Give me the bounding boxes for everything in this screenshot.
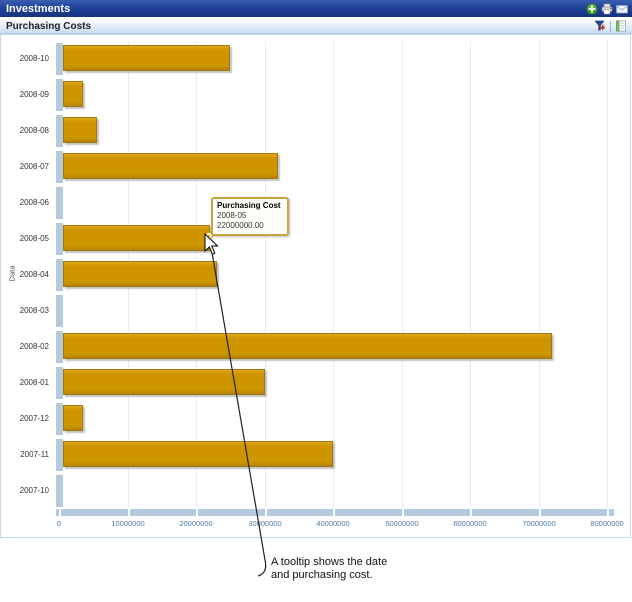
y-axis-label: 2007-11 xyxy=(20,450,49,459)
y-axis-label: 2007-10 xyxy=(19,486,49,495)
chart-row: 2008-10 xyxy=(1,41,630,77)
x-axis-labels: 0 10000000 20000000 30000000 40000000 5000000… xyxy=(1,519,630,531)
x-axis-label: 60000000 xyxy=(453,519,487,528)
print-icon[interactable] xyxy=(601,3,613,15)
tooltip-series-name: Purchasing Cost xyxy=(217,201,281,210)
y-axis-label: 2008-08 xyxy=(19,126,49,135)
bar-2007-11[interactable] xyxy=(63,441,333,467)
title-bar: Investments xyxy=(0,0,632,18)
window-title: Investments xyxy=(6,3,71,15)
y-axis-tick-segment xyxy=(56,151,63,183)
y-axis-label: 2008-07 xyxy=(19,162,49,171)
chart-row: 2008-09 xyxy=(1,77,630,113)
toolbar-icon-group xyxy=(594,20,627,32)
x-axis-tick xyxy=(59,509,61,516)
chart-row: 2007-10 xyxy=(1,473,630,509)
chart-row: 2008-04 xyxy=(1,257,630,293)
chart-row: 2008-01 xyxy=(1,365,630,401)
x-axis-label: 10000000 xyxy=(111,519,145,528)
bar-2008-02[interactable] xyxy=(63,333,552,359)
toolbar-separator xyxy=(610,20,611,32)
y-axis-tick-segment xyxy=(56,475,63,507)
chart-row: 2008-05 xyxy=(1,221,630,257)
gridline xyxy=(333,41,334,516)
chart-row: 2008-06 xyxy=(1,185,630,221)
y-axis-tick-segment xyxy=(56,367,63,399)
gridline xyxy=(470,41,471,516)
gridline xyxy=(607,41,608,516)
x-axis-tick xyxy=(539,509,541,516)
x-axis-tick xyxy=(128,509,130,516)
y-axis-label: 2007-12 xyxy=(19,414,49,423)
y-axis-label: 2008-10 xyxy=(19,54,49,63)
add-icon[interactable] xyxy=(586,3,598,15)
x-axis-label: 80000000 xyxy=(590,519,624,528)
y-axis-tick-segment xyxy=(56,187,63,219)
x-axis-tick xyxy=(607,509,609,516)
x-axis-label: 50000000 xyxy=(385,519,419,528)
bar-2008-09[interactable] xyxy=(63,81,83,107)
titlebar-icon-group xyxy=(586,3,628,15)
x-axis-label: 20000000 xyxy=(179,519,213,528)
bar-2007-12[interactable] xyxy=(63,405,83,431)
chart-panel: 2008-10 2008-09 2008-08 2008-07 2008-06 2008-… xyxy=(0,34,631,538)
bar-2008-05[interactable] xyxy=(63,225,210,251)
mail-icon[interactable] xyxy=(616,3,628,15)
bar-2008-07[interactable] xyxy=(63,153,278,179)
y-axis-tick-segment xyxy=(56,115,63,147)
y-axis-label: 2008-06 xyxy=(19,198,49,207)
filter-icon[interactable] xyxy=(594,20,606,32)
tooltip-date: 2008-05 xyxy=(217,211,247,220)
chart-row: 2007-11 xyxy=(1,437,630,473)
x-axis-tick xyxy=(402,509,404,516)
y-axis-tick-segment xyxy=(56,403,63,435)
x-axis-tick xyxy=(265,509,267,516)
y-axis-tick-segment xyxy=(56,295,63,327)
chart-row: 2008-03 xyxy=(1,293,630,329)
export-icon[interactable] xyxy=(615,20,627,32)
bar-2008-10[interactable] xyxy=(63,45,230,71)
chart-toolbar: Purchasing Costs xyxy=(0,19,632,34)
y-axis-label: 2008-02 xyxy=(19,342,49,351)
annotation-text: A tooltip shows the date and purchasing … xyxy=(271,556,388,581)
y-axis-label: 2008-09 xyxy=(19,90,49,99)
y-axis-label: 2008-05 xyxy=(19,234,49,243)
y-axis-label: 2008-04 xyxy=(19,270,49,279)
chart-row: 2008-02 xyxy=(1,329,630,365)
y-axis-tick-segment xyxy=(56,331,63,363)
plot-area: 2008-10 2008-09 2008-08 2008-07 2008-06 2008-… xyxy=(1,41,630,509)
x-axis xyxy=(56,509,614,516)
gridline xyxy=(402,41,403,516)
bar-2008-08[interactable] xyxy=(63,117,97,143)
x-axis-label: 30000000 xyxy=(248,519,282,528)
y-axis-title: Data xyxy=(7,265,17,282)
bar-2008-01[interactable] xyxy=(63,369,265,395)
x-axis-tick xyxy=(196,509,198,516)
x-axis-tick xyxy=(333,509,335,516)
chart-row: 2008-08 xyxy=(1,113,630,149)
chart-title: Purchasing Costs xyxy=(6,21,92,32)
gridline xyxy=(539,41,540,516)
chart-row: 2008-07 xyxy=(1,149,630,185)
y-axis-tick-segment xyxy=(56,259,63,291)
chart-tooltip: Purchasing Cost 2008-05 22000000.00 xyxy=(211,197,289,236)
y-axis-tick-segment xyxy=(56,223,63,255)
x-axis-label: 40000000 xyxy=(316,519,350,528)
tooltip-value: 22000000.00 xyxy=(217,221,264,230)
y-axis-tick-segment xyxy=(56,43,63,75)
y-axis-tick-segment xyxy=(56,439,63,471)
y-axis-tick-segment xyxy=(56,79,63,111)
x-axis-label: 70000000 xyxy=(522,519,556,528)
x-axis-tick xyxy=(470,509,472,516)
y-axis-label: 2008-03 xyxy=(19,306,49,315)
x-axis-label: 0 xyxy=(56,519,62,528)
bar-2008-04[interactable] xyxy=(63,261,217,287)
chart-row: 2007-12 xyxy=(1,401,630,437)
y-axis-label: 2008-01 xyxy=(19,378,49,387)
